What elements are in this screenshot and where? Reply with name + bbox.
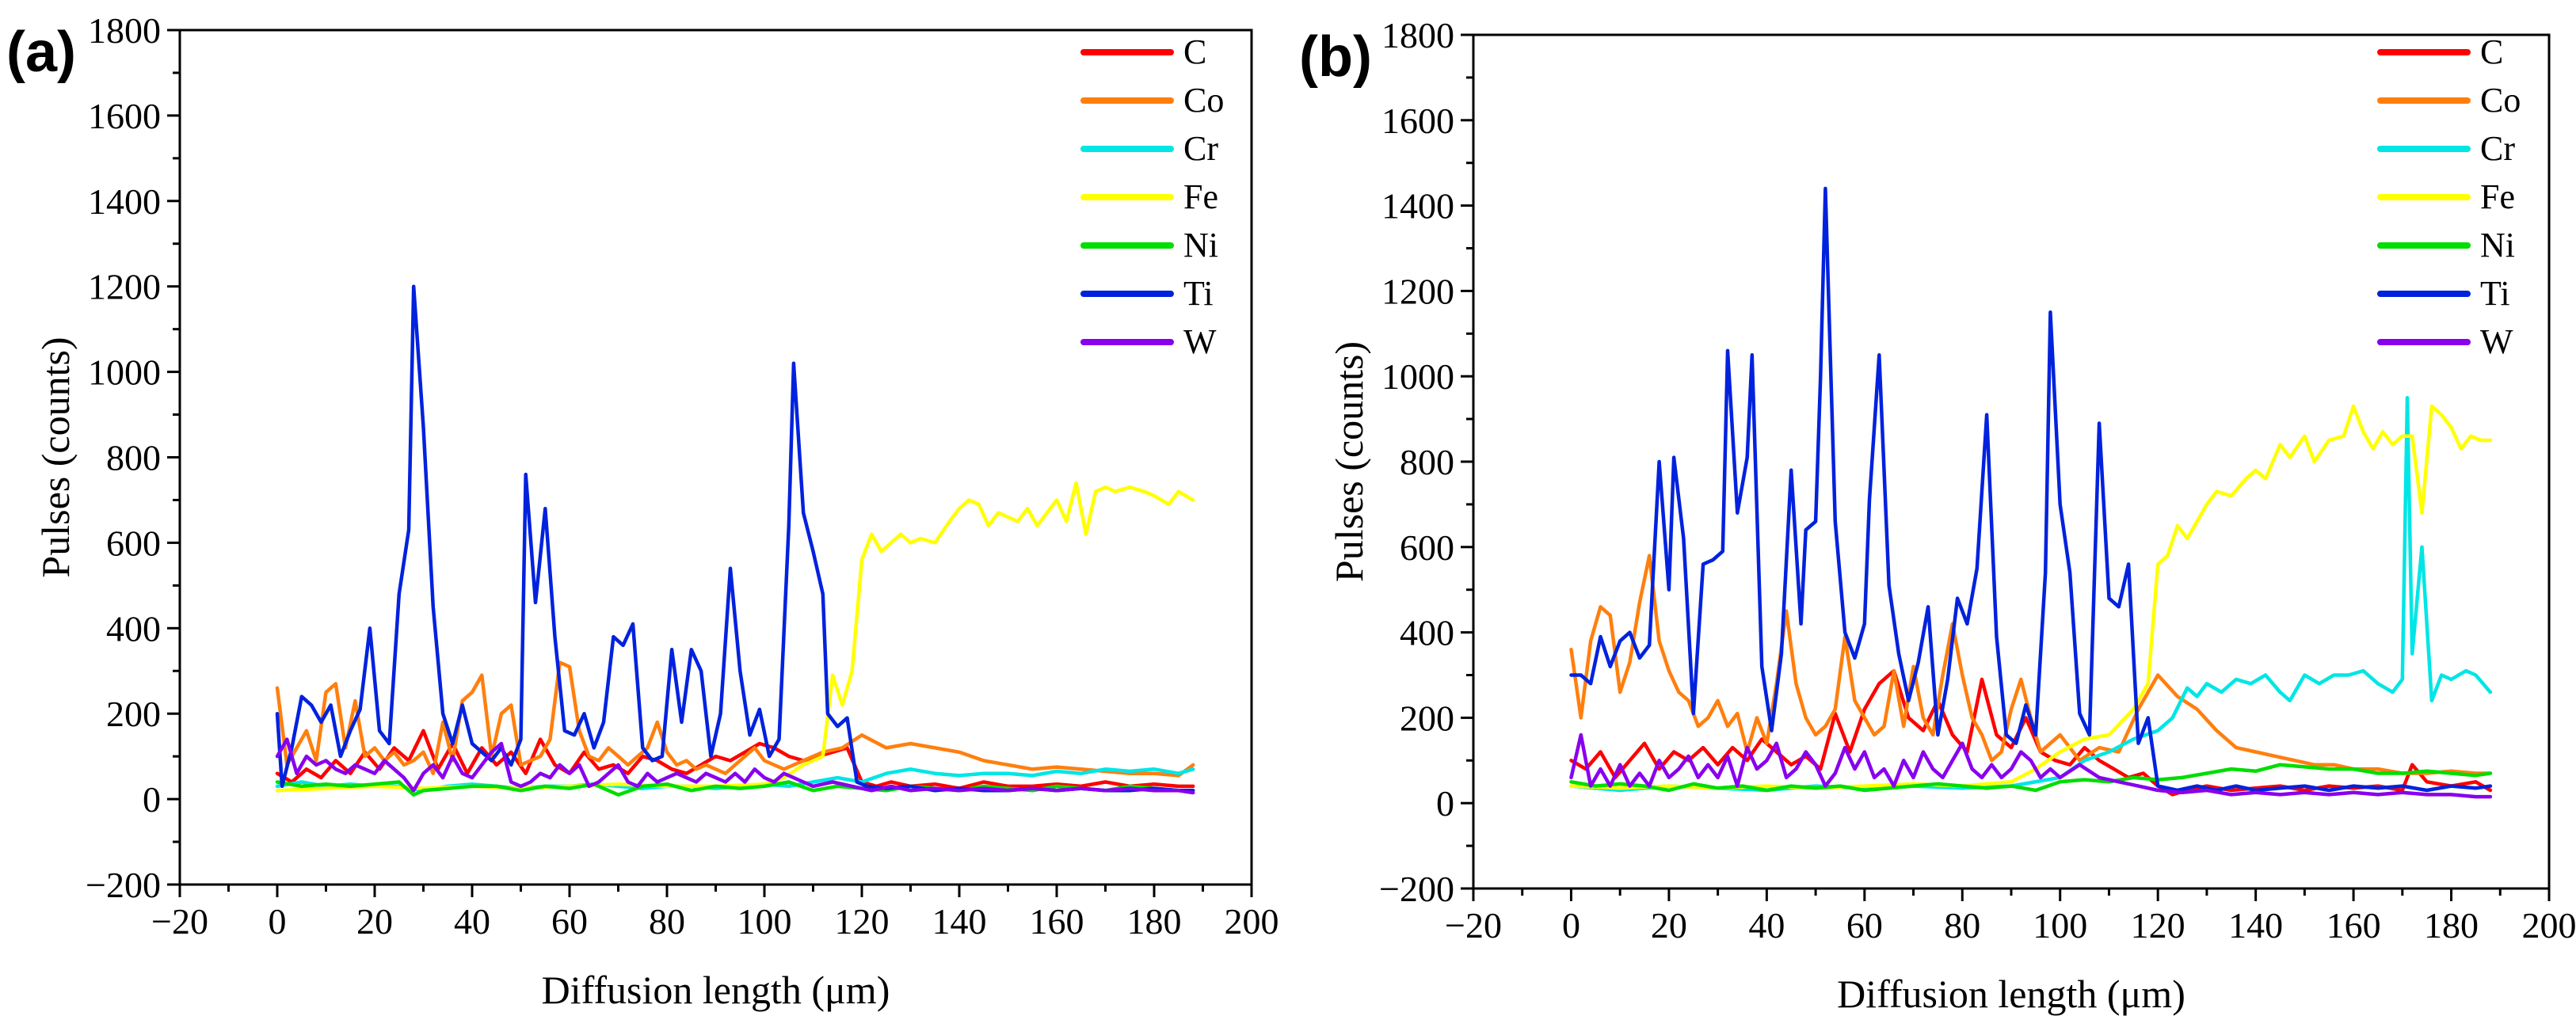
plot-area — [1572, 188, 2490, 797]
legend-label-ni: Ni — [1183, 226, 1218, 264]
x-tick-label: −20 — [1445, 905, 1502, 946]
x-tick-label: −20 — [151, 901, 208, 942]
legend: C Co Cr Fe Ni Ti W — [2380, 32, 2521, 361]
x-tick-label: 200 — [1225, 901, 1279, 942]
y-tick-label: 1800 — [88, 10, 161, 51]
y-axis-title: Pulses (counts) — [1327, 341, 1371, 582]
legend-label-c: C — [2480, 32, 2503, 71]
plot-frame — [1473, 35, 2549, 889]
x-tick-label: 200 — [2522, 905, 2576, 946]
legend-label-co: Co — [2480, 81, 2521, 120]
x-tick-label: 160 — [2326, 905, 2381, 946]
x-axis-title: Diffusion length (μm) — [542, 968, 890, 1012]
legend-label-ni: Ni — [2480, 226, 2515, 264]
y-tick-label: 1600 — [88, 96, 161, 136]
x-tick-label: 140 — [932, 901, 987, 942]
y-tick-label: −200 — [1379, 869, 1454, 909]
legend-label-cr: Cr — [2480, 129, 2515, 168]
x-tick-label: 20 — [356, 901, 393, 942]
x-tick-label: 60 — [551, 901, 588, 942]
x-tick-label: 80 — [1944, 905, 1980, 946]
y-tick-label: 1800 — [1381, 15, 1454, 55]
x-tick-label: 0 — [269, 901, 287, 942]
x-tick-label: 180 — [2424, 905, 2479, 946]
series-line-ti — [277, 287, 1193, 791]
panel-tag: (b) — [1299, 25, 1372, 89]
legend-label-cr: Cr — [1183, 129, 1218, 168]
x-tick-label: 160 — [1030, 901, 1084, 942]
x-tick-label: 100 — [737, 901, 792, 942]
y-tick-label: 200 — [106, 694, 161, 734]
legend-label-fe: Fe — [1183, 177, 1218, 216]
legend-label-ti: Ti — [2480, 274, 2510, 313]
y-tick-label: 400 — [106, 608, 161, 649]
series-line-c — [1572, 671, 2490, 794]
legend-label-w: W — [1183, 322, 1217, 361]
x-tick-label: 60 — [1846, 905, 1883, 946]
x-tick-label: 80 — [649, 901, 685, 942]
x-tick-label: 0 — [1562, 905, 1580, 946]
x-tick-label: 140 — [2228, 905, 2283, 946]
legend-label-c: C — [1183, 32, 1206, 71]
y-tick-label: 1000 — [88, 352, 161, 393]
y-tick-label: 400 — [1400, 613, 1454, 653]
y-tick-label: 1400 — [1381, 186, 1454, 226]
legend-label-w: W — [2480, 322, 2513, 361]
y-tick-label: 0 — [143, 779, 161, 820]
x-axis-title: Diffusion length (μm) — [1837, 972, 2185, 1016]
plot-area — [277, 287, 1193, 795]
series-line-co — [1572, 556, 2490, 774]
x-tick-label: 40 — [1748, 905, 1785, 946]
legend: C Co Cr Fe Ni Ti W — [1084, 32, 1224, 361]
x-tick-label: 20 — [1651, 905, 1687, 946]
y-tick-label: 0 — [1436, 783, 1454, 824]
y-tick-label: 800 — [1400, 442, 1454, 482]
y-tick-label: 1200 — [88, 267, 161, 307]
y-tick-label: 1400 — [88, 181, 161, 222]
y-tick-label: 1600 — [1381, 101, 1454, 141]
y-tick-label: 200 — [1400, 698, 1454, 738]
x-tick-label: 180 — [1127, 901, 1182, 942]
y-tick-label: 1200 — [1381, 271, 1454, 311]
x-tick-label: 120 — [2131, 905, 2185, 946]
legend-label-ti: Ti — [1183, 274, 1214, 313]
legend-label-co: Co — [1183, 81, 1224, 120]
x-tick-label: 40 — [454, 901, 490, 942]
y-tick-label: 1000 — [1381, 356, 1454, 397]
x-tick-label: 120 — [835, 901, 890, 942]
y-tick-label: −200 — [86, 865, 161, 905]
x-tick-label: 100 — [2033, 905, 2087, 946]
y-tick-label: 800 — [106, 438, 161, 478]
y-tick-label: 600 — [106, 523, 161, 563]
y-axis-title: Pulses (counts) — [33, 337, 78, 577]
legend-label-fe: Fe — [2480, 177, 2515, 216]
panel-tag: (a) — [6, 21, 76, 84]
series-line-ti — [1572, 188, 2490, 790]
y-tick-label: 600 — [1400, 527, 1454, 568]
